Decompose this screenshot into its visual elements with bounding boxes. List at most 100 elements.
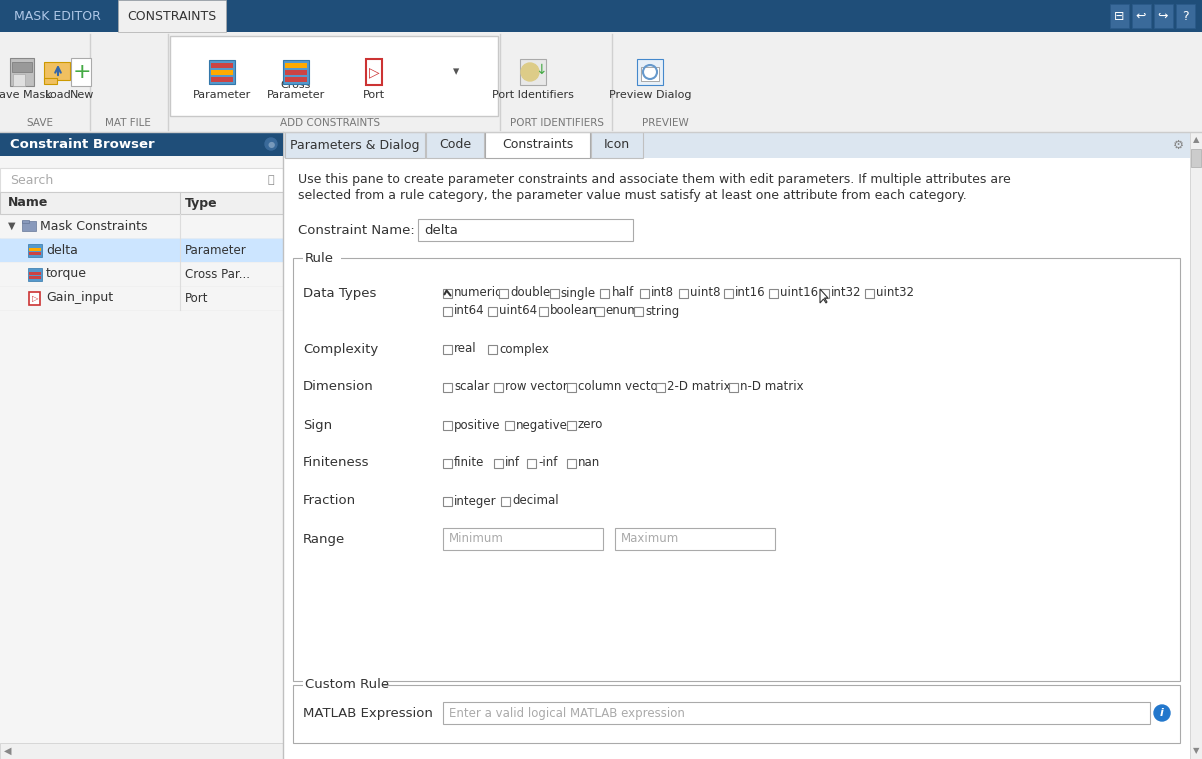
- Text: Minimum: Minimum: [450, 533, 504, 546]
- Bar: [10, 58, 34, 86]
- Bar: [538, 307, 548, 316]
- Bar: [528, 458, 536, 468]
- Text: row vector: row vector: [505, 380, 567, 393]
- Bar: [169, 36, 498, 116]
- Text: torque: torque: [46, 267, 87, 281]
- Text: scalar: scalar: [454, 380, 489, 393]
- Bar: [639, 288, 649, 298]
- Text: Complexity: Complexity: [303, 342, 379, 355]
- Bar: [118, 0, 226, 32]
- Bar: [22, 220, 29, 223]
- Bar: [488, 307, 496, 316]
- Bar: [0, 192, 282, 214]
- Text: Rule: Rule: [305, 251, 334, 264]
- Text: Constraints: Constraints: [502, 138, 573, 152]
- Text: enum: enum: [606, 304, 639, 317]
- Text: numeric: numeric: [454, 286, 502, 300]
- Bar: [637, 59, 664, 85]
- Bar: [566, 420, 576, 430]
- Text: Code: Code: [439, 138, 471, 152]
- Bar: [0, 168, 282, 192]
- Bar: [769, 288, 778, 298]
- Text: Constraint Name:: Constraint Name:: [298, 223, 415, 237]
- Bar: [615, 528, 775, 550]
- Text: complex: complex: [499, 342, 549, 355]
- Bar: [0, 743, 282, 759]
- Text: Enter a valid logical MATLAB expression: Enter a valid logical MATLAB expression: [450, 707, 685, 720]
- Bar: [29, 272, 41, 275]
- Bar: [28, 244, 42, 257]
- Bar: [303, 677, 383, 693]
- Text: ▾: ▾: [453, 65, 459, 78]
- Bar: [285, 132, 426, 158]
- Text: Constraint Browser: Constraint Browser: [10, 137, 155, 150]
- Bar: [1191, 149, 1201, 167]
- Text: Port: Port: [363, 90, 385, 100]
- Text: selected from a rule category, the parameter value must satisfy at least one att: selected from a rule category, the param…: [298, 190, 966, 203]
- Text: ADD CONSTRAINTS: ADD CONSTRAINTS: [280, 118, 380, 128]
- Bar: [303, 250, 341, 266]
- Text: Parameter: Parameter: [267, 90, 325, 100]
- Bar: [29, 252, 41, 255]
- Text: positive: positive: [454, 418, 500, 432]
- Text: 2-D matrix: 2-D matrix: [667, 380, 731, 393]
- Bar: [591, 132, 643, 158]
- Bar: [567, 458, 576, 468]
- Text: Maximum: Maximum: [621, 533, 679, 546]
- Bar: [494, 383, 502, 392]
- Bar: [212, 63, 233, 68]
- Text: -inf: -inf: [538, 456, 558, 470]
- Bar: [820, 288, 829, 298]
- Text: Load: Load: [44, 90, 71, 100]
- Bar: [1190, 132, 1202, 759]
- Text: Name: Name: [8, 197, 48, 209]
- Text: Parameter: Parameter: [192, 90, 251, 100]
- Bar: [444, 496, 452, 505]
- Bar: [282, 60, 309, 84]
- Bar: [484, 132, 590, 158]
- Circle shape: [1154, 705, 1170, 721]
- Bar: [864, 288, 874, 298]
- Bar: [1132, 4, 1152, 28]
- Bar: [635, 307, 643, 316]
- Text: +: +: [72, 62, 91, 82]
- Bar: [71, 58, 91, 86]
- Bar: [282, 132, 1190, 759]
- Text: ▲: ▲: [1192, 136, 1200, 144]
- Text: Fraction: Fraction: [303, 495, 356, 508]
- Text: ⚙: ⚙: [1172, 138, 1184, 152]
- Bar: [601, 288, 609, 298]
- Bar: [444, 528, 603, 550]
- Bar: [22, 221, 36, 231]
- Bar: [12, 62, 32, 72]
- Text: real: real: [454, 342, 477, 355]
- Bar: [29, 248, 41, 251]
- Text: 🔍: 🔍: [268, 175, 274, 185]
- Bar: [595, 307, 603, 316]
- Text: New: New: [70, 90, 94, 100]
- Bar: [1176, 4, 1195, 28]
- Text: ▷: ▷: [32, 294, 38, 304]
- Bar: [1154, 4, 1173, 28]
- Text: double: double: [510, 286, 551, 300]
- Text: CONSTRAINTS: CONSTRAINTS: [127, 10, 216, 23]
- Bar: [520, 59, 546, 85]
- Text: Cross: Cross: [281, 80, 311, 90]
- Bar: [293, 685, 1180, 743]
- Bar: [212, 70, 233, 75]
- Bar: [444, 420, 452, 430]
- Bar: [679, 288, 689, 298]
- Bar: [641, 67, 659, 81]
- Bar: [28, 268, 42, 281]
- Text: Preview Dialog: Preview Dialog: [608, 90, 691, 100]
- Text: Custom Rule: Custom Rule: [305, 679, 389, 691]
- Text: uint64: uint64: [499, 304, 537, 317]
- Text: Port: Port: [185, 291, 208, 304]
- Bar: [1109, 4, 1129, 28]
- Text: uint8: uint8: [690, 286, 721, 300]
- Text: uint16: uint16: [780, 286, 819, 300]
- Text: negative: negative: [516, 418, 567, 432]
- Text: decimal: decimal: [512, 495, 559, 508]
- Bar: [724, 288, 733, 298]
- Text: int16: int16: [736, 286, 766, 300]
